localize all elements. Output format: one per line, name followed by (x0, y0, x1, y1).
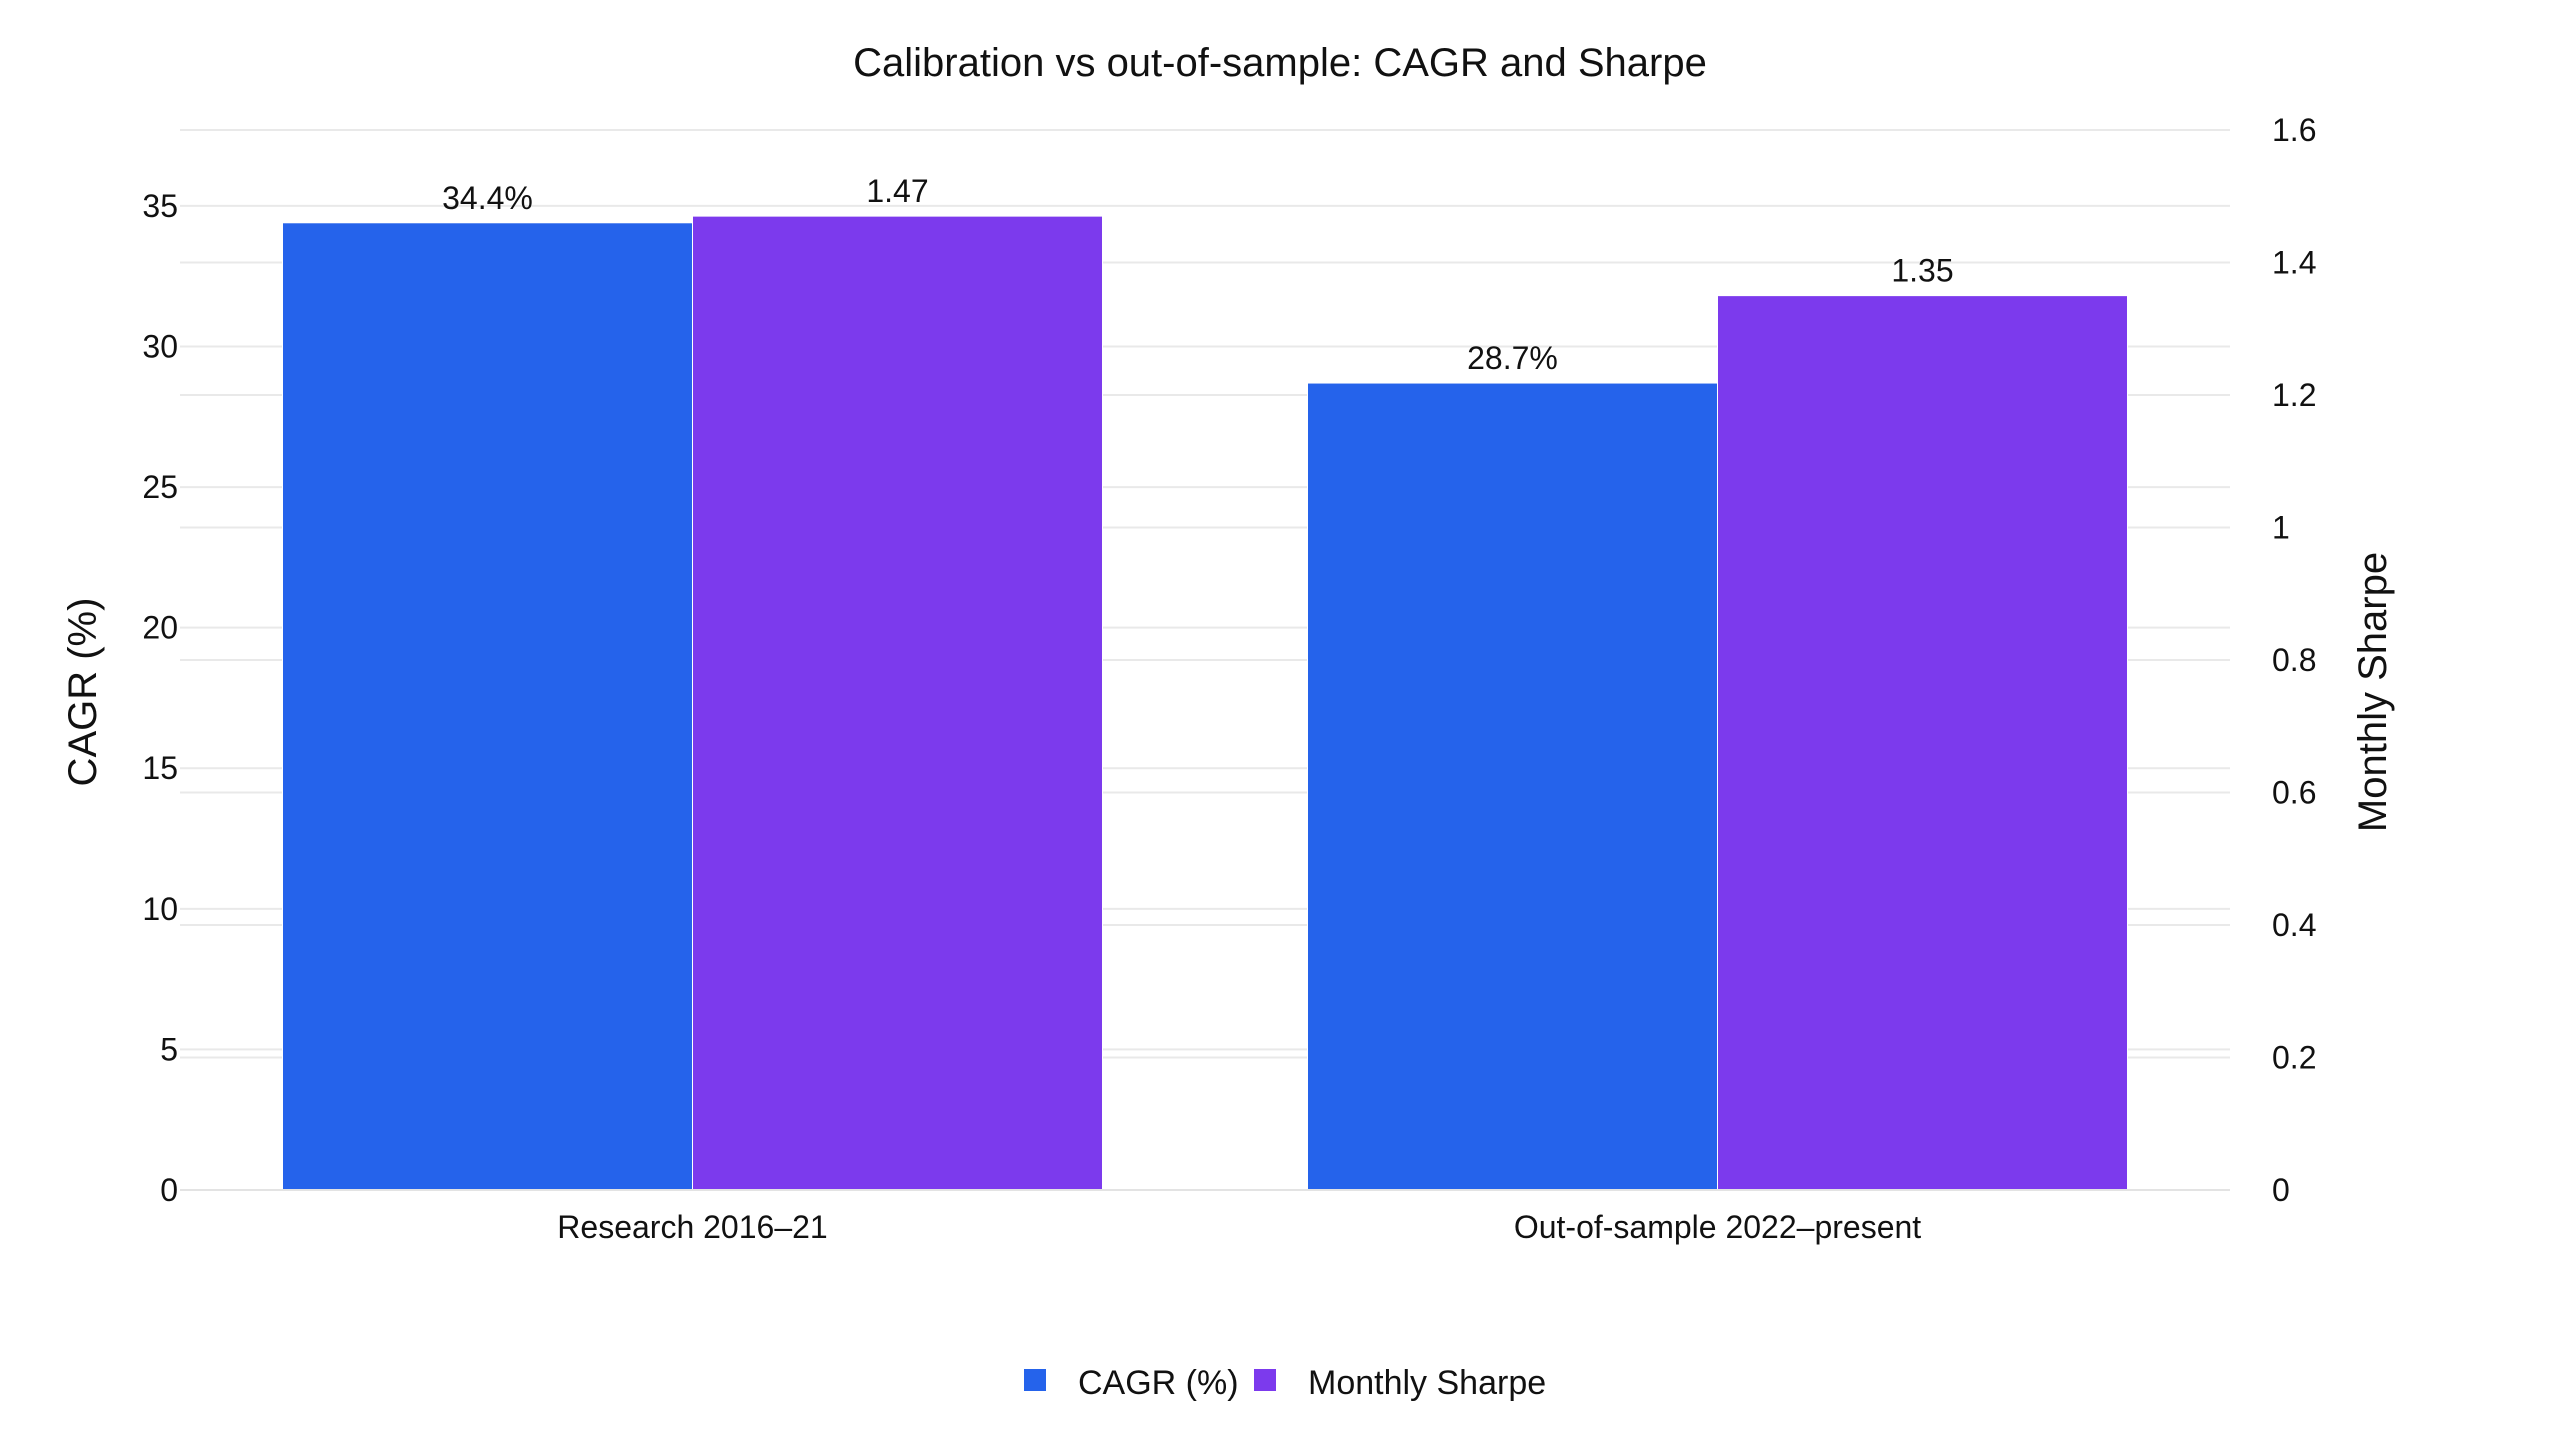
bar-value-label: 1.35 (1891, 253, 1953, 289)
right-tick-label: 1 (2272, 510, 2290, 546)
legend-swatch (1024, 1369, 1046, 1391)
bar-sharpe (1717, 295, 2128, 1191)
x-tick-label: Out-of-sample 2022–present (1514, 1209, 1921, 1245)
right-axis-ticks: 0 0.2 0.4 0.6 0.8 1 1.2 1.4 1.6 (2272, 112, 2316, 1208)
right-axis-title: Monthly Sharpe (2351, 552, 2395, 832)
left-tick-label: 20 (142, 610, 178, 646)
legend: CAGR (%) Monthly Sharpe (1024, 1364, 1546, 1402)
legend-label: CAGR (%) (1078, 1364, 1239, 1402)
bar-cagr (1307, 382, 1718, 1191)
right-tick-label: 0 (2272, 1172, 2290, 1208)
left-tick-label: 35 (142, 188, 178, 224)
right-tick-label: 0.8 (2272, 642, 2316, 678)
right-tick-label: 0.4 (2272, 907, 2316, 943)
legend-label: Monthly Sharpe (1308, 1364, 1546, 1402)
right-tick-label: 0.2 (2272, 1040, 2316, 1076)
left-tick-label: 30 (142, 328, 178, 364)
left-tick-label: 5 (160, 1031, 178, 1067)
left-tick-label: 25 (142, 469, 178, 505)
right-tick-label: 1.6 (2272, 112, 2316, 148)
x-tick-label: Research 2016–21 (557, 1209, 827, 1245)
bar-cagr (282, 222, 693, 1191)
legend-item[interactable]: Monthly Sharpe (1254, 1364, 1546, 1402)
bar-sharpe (692, 215, 1103, 1191)
x-axis-ticks: Research 2016–21 Out-of-sample 2022–prese… (557, 1209, 1921, 1245)
right-tick-label: 1.4 (2272, 245, 2316, 281)
left-tick-label: 0 (160, 1172, 178, 1208)
right-tick-label: 1.2 (2272, 377, 2316, 413)
bar-value-label: 1.47 (866, 173, 928, 209)
left-tick-label: 10 (142, 891, 178, 927)
right-tick-label: 0.6 (2272, 775, 2316, 811)
bar-value-label: 28.7% (1467, 340, 1558, 376)
chart-title: Calibration vs out-of-sample: CAGR and S… (853, 41, 1707, 85)
bar-value-label: 34.4% (442, 180, 533, 216)
left-tick-label: 15 (142, 750, 178, 786)
legend-item[interactable]: CAGR (%) (1024, 1364, 1239, 1402)
bars: 34.4% 1.47 28.7% 1.35 (282, 173, 2128, 1191)
left-axis-title: CAGR (%) (61, 598, 105, 787)
legend-swatch (1254, 1369, 1276, 1391)
left-axis-ticks: 0 5 10 15 20 25 30 35 (142, 188, 178, 1208)
